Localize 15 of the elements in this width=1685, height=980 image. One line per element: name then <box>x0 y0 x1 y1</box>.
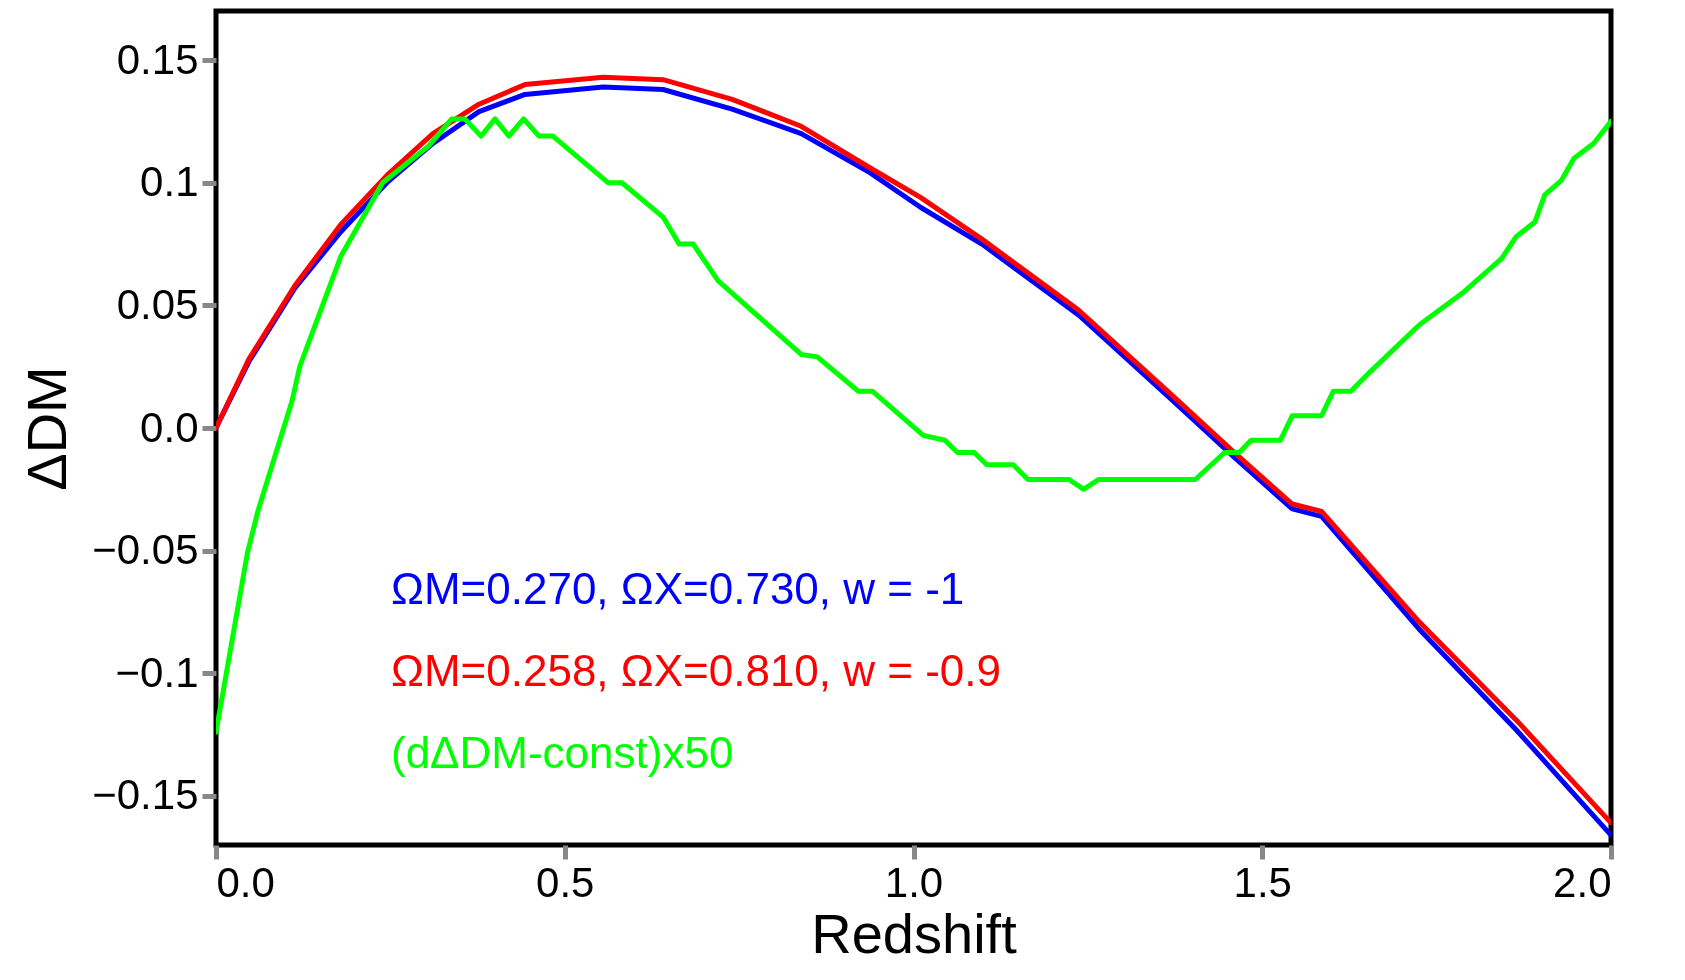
y-tick-label: 0.15 <box>116 35 199 83</box>
text: (dΔDM-const)x50 <box>391 728 734 777</box>
x-tick-label: 2.0 <box>1553 858 1612 906</box>
text: ΩM=0.270, ΩX=0.730, w = -1 <box>391 564 965 613</box>
y-tick-label: −0.15 <box>92 771 199 819</box>
x-tick-label: 1.5 <box>1233 858 1292 906</box>
y-axis-title: ΔDM <box>15 366 79 491</box>
y-tick-label: −0.1 <box>115 648 199 696</box>
y-tick-label: 0.1 <box>140 158 199 206</box>
y-tick-label: −0.05 <box>92 526 199 574</box>
y-tick-label: 0.0 <box>140 403 199 451</box>
y-tick-label: 0.05 <box>116 280 199 328</box>
text: ΩM=0.258, ΩX=0.810, w = -0.9 <box>391 646 1002 695</box>
x-tick-label: 0.5 <box>536 858 595 906</box>
x-tick-label: 0.0 <box>216 858 275 906</box>
